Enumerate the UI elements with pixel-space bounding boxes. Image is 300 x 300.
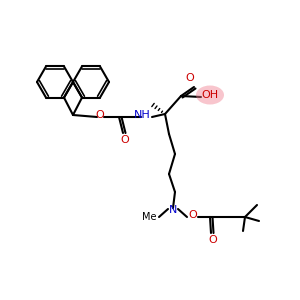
Text: O: O <box>208 235 217 245</box>
Text: N: N <box>169 205 177 215</box>
Text: Me: Me <box>142 212 156 222</box>
Text: O: O <box>189 210 197 220</box>
Text: O: O <box>186 73 194 83</box>
Ellipse shape <box>196 85 224 104</box>
Text: NH: NH <box>134 110 150 120</box>
Text: OH: OH <box>201 90 219 100</box>
Text: O: O <box>121 135 129 145</box>
Text: O: O <box>96 110 104 120</box>
